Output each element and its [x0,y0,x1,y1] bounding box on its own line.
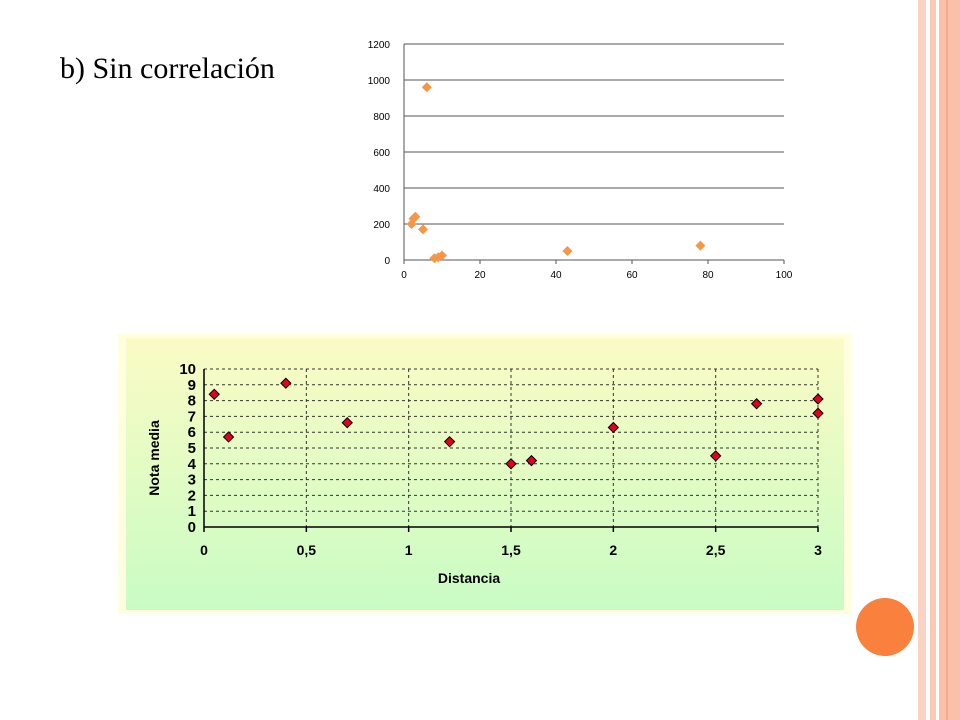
data-point [695,240,706,251]
data-point [437,250,447,261]
x-tick-label: 80 [702,270,714,281]
x-tick-label: 0 [401,270,407,281]
data-point [222,431,235,443]
x-tick-label: 1 [405,542,413,558]
top-scatter-chart: 0 200 400 600 800 1000 1200 0 20 40 60 80 100 [368,40,793,281]
y-tick-label: 0 [384,256,390,267]
y-tick-label: 2 [188,487,196,504]
data-point [750,398,763,410]
decor-stripe [930,0,936,720]
bottom-chart-points [208,377,824,470]
data-point [418,224,428,235]
data-point [562,246,573,256]
y-tick-label: 8 [188,393,196,410]
x-tick-label: 1,5 [501,542,521,558]
decor-stripe [946,0,948,720]
data-point [505,458,517,470]
y-tick-label: 1200 [368,40,391,51]
y-tick-label: 10 [179,361,196,378]
y-tick-label: 6 [188,424,196,441]
data-point [410,211,421,222]
slide-heading: b) Sin correlación [60,52,275,85]
y-tick-label: 600 [373,148,390,159]
y-tick-label: 1 [188,503,196,520]
y-tick-label: 4 [188,456,197,473]
decor-circle [856,598,914,656]
x-axis-label: Distancia [438,570,500,586]
decor-stripe [918,0,926,720]
x-tick-label: 40 [550,270,562,281]
x-tick-label: 20 [474,270,486,281]
y-tick-label: 800 [373,112,390,123]
x-tick-label: 100 [776,270,793,281]
decor-stripe [936,0,939,720]
bottom-chart-grid [203,368,819,532]
top-chart-points [406,82,706,264]
data-point [208,388,220,400]
x-tick-label: 2 [609,542,617,558]
data-point [812,407,824,419]
top-chart-ticks: 0 200 400 600 800 1000 1200 0 20 40 60 80 100 [368,40,793,281]
data-point [709,450,722,462]
data-point [812,393,824,405]
x-tick-label: 60 [626,270,638,281]
x-tick-label: 2,5 [706,542,726,558]
y-tick-label: 400 [373,184,390,195]
data-point [607,421,620,434]
x-tick-label: 0,5 [297,542,317,558]
y-axis-label: Nota media [146,420,162,496]
decor-stripe [926,0,930,720]
y-tick-label: 200 [373,220,390,231]
data-point [406,219,417,229]
top-chart-grid [403,43,785,264]
data-point [443,435,456,448]
y-tick-label: 5 [188,440,196,457]
chart-plot-background [126,338,844,610]
data-point [280,377,292,389]
y-tick-label: 7 [188,408,196,425]
x-tick-label: 3 [814,542,822,558]
y-tick-label: 0 [188,519,196,536]
data-point [433,252,444,263]
data-point [525,454,538,467]
data-point [341,417,353,429]
decor-stripe [939,0,960,720]
y-tick-label: 9 [188,377,196,394]
x-tick-label: 0 [200,542,208,558]
data-point [421,82,432,93]
y-tick-label: 3 [188,472,196,489]
y-tick-label: 1000 [368,76,391,87]
